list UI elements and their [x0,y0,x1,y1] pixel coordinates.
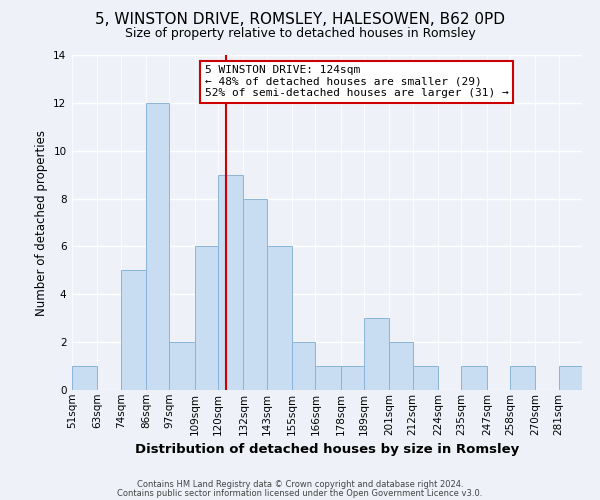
Bar [72,366,97,390]
Text: 5, WINSTON DRIVE, ROMSLEY, HALESOWEN, B62 0PD: 5, WINSTON DRIVE, ROMSLEY, HALESOWEN, B6… [95,12,505,28]
Bar [389,342,413,390]
Bar [510,366,535,390]
Bar [559,366,582,390]
Bar [413,366,438,390]
Bar [218,174,244,390]
Text: Contains public sector information licensed under the Open Government Licence v3: Contains public sector information licen… [118,488,482,498]
Bar [121,270,146,390]
Text: Contains HM Land Registry data © Crown copyright and database right 2024.: Contains HM Land Registry data © Crown c… [137,480,463,489]
Y-axis label: Number of detached properties: Number of detached properties [35,130,47,316]
Bar [195,246,218,390]
Bar [364,318,389,390]
Bar [244,198,266,390]
Bar [266,246,292,390]
Bar [341,366,364,390]
Bar [146,103,169,390]
Text: Size of property relative to detached houses in Romsley: Size of property relative to detached ho… [125,28,475,40]
Bar [461,366,487,390]
Bar [169,342,195,390]
Bar [292,342,316,390]
Bar [316,366,341,390]
Text: 5 WINSTON DRIVE: 124sqm
← 48% of detached houses are smaller (29)
52% of semi-de: 5 WINSTON DRIVE: 124sqm ← 48% of detache… [205,65,508,98]
X-axis label: Distribution of detached houses by size in Romsley: Distribution of detached houses by size … [135,443,519,456]
